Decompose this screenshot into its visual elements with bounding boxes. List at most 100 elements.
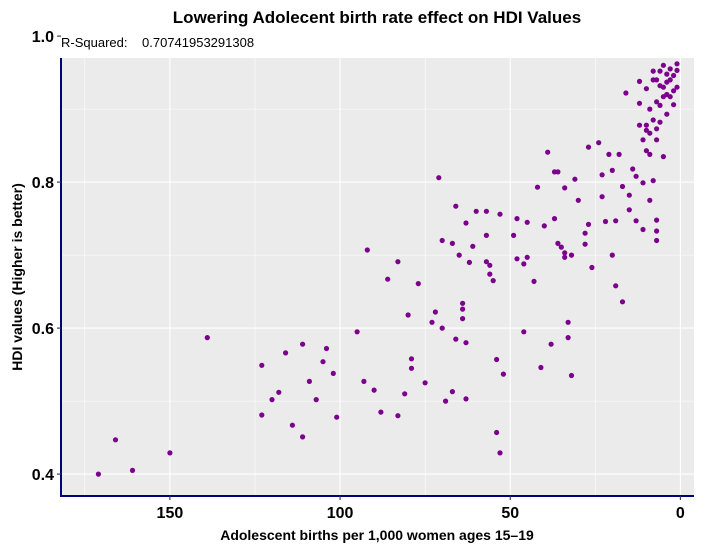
data-point bbox=[660, 84, 667, 90]
data-point bbox=[429, 319, 435, 325]
data-point bbox=[674, 61, 680, 67]
data-point bbox=[521, 329, 527, 335]
data-point bbox=[330, 370, 336, 376]
data-point bbox=[531, 278, 537, 284]
data-point bbox=[449, 389, 455, 395]
data-point bbox=[408, 365, 415, 371]
data-point bbox=[490, 278, 496, 284]
data-point bbox=[602, 218, 609, 225]
data-point bbox=[514, 256, 520, 262]
data-point bbox=[463, 220, 469, 226]
data-point bbox=[259, 412, 265, 418]
data-point bbox=[568, 372, 575, 379]
data-point bbox=[671, 72, 677, 79]
data-point bbox=[548, 341, 554, 347]
data-point bbox=[657, 119, 663, 125]
data-point bbox=[630, 166, 636, 172]
minor-gridlines bbox=[61, 58, 694, 496]
data-point bbox=[565, 319, 571, 325]
data-point bbox=[204, 335, 210, 341]
data-point bbox=[483, 259, 489, 265]
data-point bbox=[306, 378, 312, 384]
data-point bbox=[259, 362, 265, 368]
data-point bbox=[466, 259, 472, 265]
data-point bbox=[483, 208, 489, 214]
data-point bbox=[545, 149, 551, 155]
data-point bbox=[585, 221, 592, 227]
data-point bbox=[568, 252, 575, 258]
data-point bbox=[654, 237, 660, 244]
data-point bbox=[664, 111, 670, 117]
data-point bbox=[497, 211, 503, 217]
data-point bbox=[436, 175, 442, 181]
data-point bbox=[565, 335, 571, 341]
data-point bbox=[636, 78, 643, 84]
data-point bbox=[524, 219, 530, 225]
data-point bbox=[313, 397, 319, 403]
data-point bbox=[640, 180, 646, 186]
data-point bbox=[654, 77, 660, 83]
data-point bbox=[572, 176, 578, 182]
data-point bbox=[647, 197, 653, 203]
data-point bbox=[647, 151, 653, 157]
data-point bbox=[534, 184, 541, 190]
data-point bbox=[551, 216, 558, 222]
data-point bbox=[439, 325, 445, 331]
data-point bbox=[463, 396, 469, 402]
y-tick-label: 0.8 bbox=[32, 175, 54, 192]
chart-title: Lowering Adolecent birth rate effect on … bbox=[173, 8, 581, 27]
data-point bbox=[609, 252, 615, 258]
data-point bbox=[667, 77, 673, 83]
data-point bbox=[674, 67, 680, 73]
data-point bbox=[674, 84, 680, 90]
data-point bbox=[460, 300, 466, 306]
x-axis-ticks: 150 100 50 0 bbox=[157, 496, 685, 522]
data-point bbox=[582, 241, 588, 247]
data-point bbox=[657, 68, 663, 74]
data-point bbox=[640, 226, 646, 233]
data-point bbox=[555, 240, 561, 246]
x-tick-label: 150 bbox=[157, 505, 184, 522]
data-point bbox=[562, 250, 568, 256]
data-point bbox=[470, 243, 476, 249]
data-point bbox=[626, 192, 632, 198]
data-point bbox=[647, 106, 653, 112]
data-point bbox=[112, 437, 119, 443]
data-point bbox=[667, 66, 673, 72]
data-point bbox=[487, 262, 493, 268]
data-point bbox=[473, 208, 479, 214]
data-point bbox=[589, 264, 595, 271]
data-point bbox=[494, 356, 500, 363]
data-point bbox=[453, 336, 459, 342]
data-point bbox=[521, 261, 527, 267]
data-point bbox=[541, 223, 547, 229]
data-point bbox=[562, 185, 568, 191]
data-point bbox=[650, 117, 656, 123]
data-point bbox=[269, 397, 275, 403]
data-point bbox=[463, 340, 469, 346]
data-point bbox=[613, 283, 619, 289]
plot-panel bbox=[61, 58, 694, 496]
r-squared-label: R-Squared: bbox=[61, 35, 127, 50]
data-point bbox=[643, 86, 650, 92]
x-tick-label: 0 bbox=[676, 505, 685, 522]
data-point bbox=[402, 391, 408, 397]
data-point bbox=[443, 398, 449, 404]
data-point bbox=[514, 216, 520, 222]
data-point bbox=[623, 90, 629, 96]
data-point bbox=[660, 154, 667, 160]
data-point bbox=[657, 102, 663, 108]
data-point bbox=[460, 316, 466, 322]
data-point bbox=[555, 169, 561, 175]
data-point bbox=[354, 329, 360, 335]
data-point bbox=[167, 450, 173, 456]
data-point bbox=[613, 218, 619, 224]
data-point bbox=[497, 450, 503, 456]
y-tick-label: 0.4 bbox=[32, 467, 54, 484]
data-point bbox=[640, 137, 646, 143]
data-point bbox=[408, 356, 415, 362]
data-point bbox=[585, 144, 592, 150]
data-point bbox=[334, 414, 340, 420]
data-point bbox=[524, 254, 530, 260]
data-point bbox=[95, 471, 101, 477]
